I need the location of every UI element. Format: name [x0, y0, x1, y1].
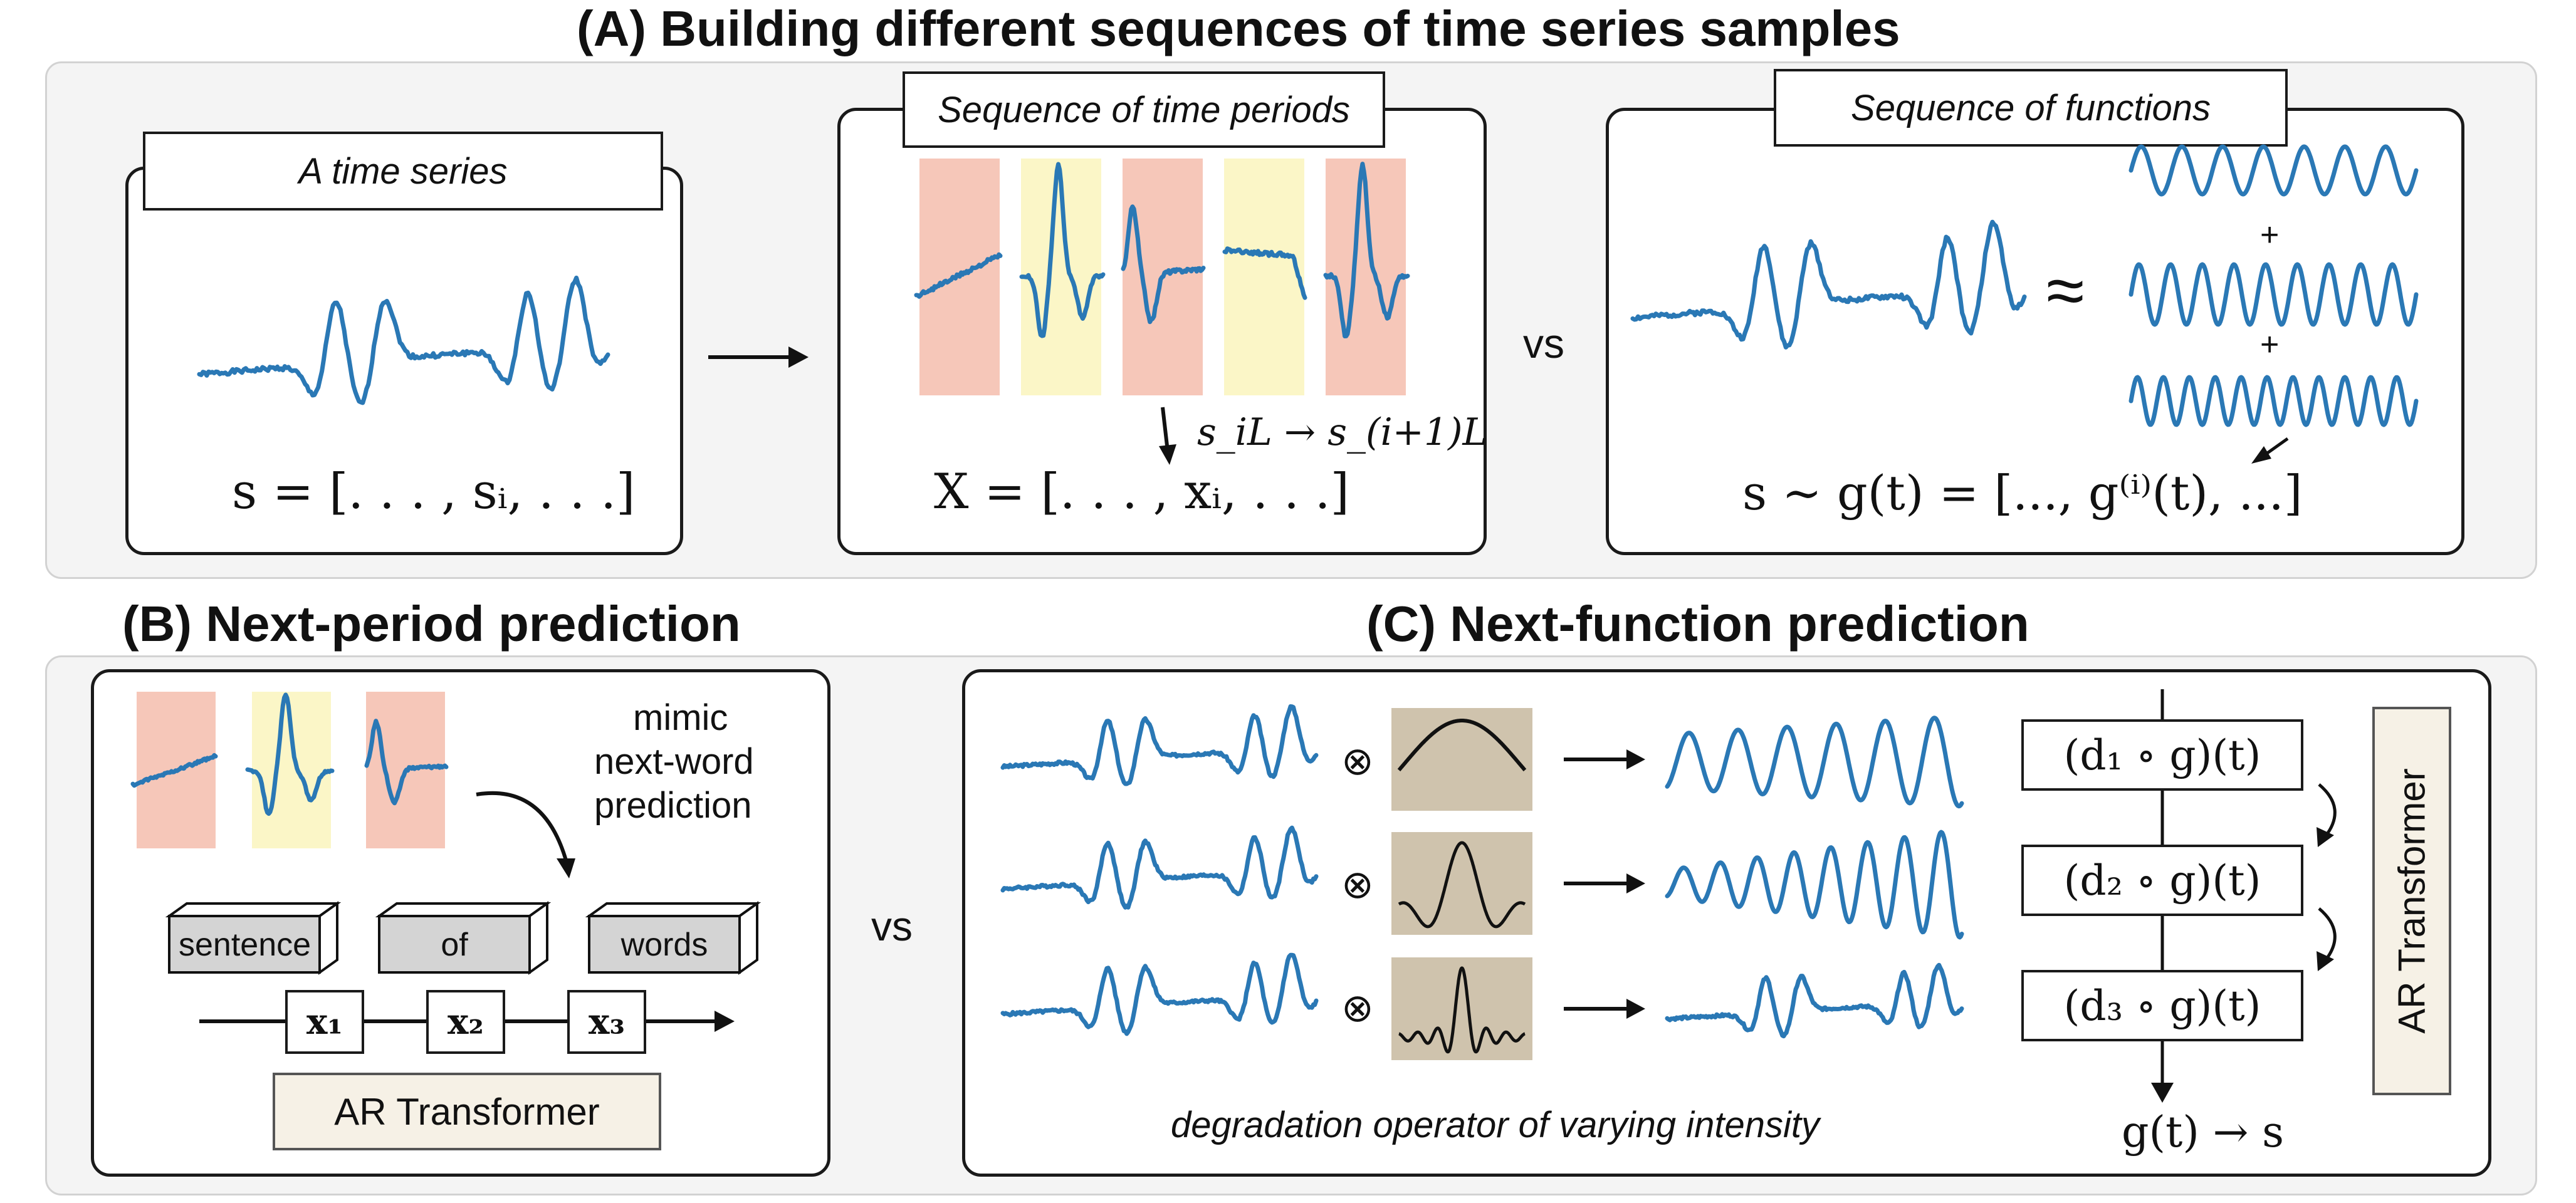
time-series-signal [197, 275, 610, 405]
plus-symbol-1: + [2260, 217, 2280, 253]
b-signal-1 [130, 753, 218, 788]
periods-formula: X = [. . . , xᵢ, . . .] [934, 464, 1349, 520]
functions-label: Sequence of functions [1774, 69, 2288, 147]
functions-box [1606, 108, 2464, 555]
c-output-signal-2 [1665, 830, 1964, 940]
kernel-curve-2 [1398, 841, 1526, 929]
mimic-line-3: prediction [594, 785, 752, 826]
otimes-1: ⊗ [1341, 740, 1374, 783]
title-section-a: (A) Building different sequences of time… [577, 1, 1900, 56]
degraded-function-1: (d₁ ∘ g)(t) [2021, 719, 2303, 791]
token-x1: x₁ [285, 990, 364, 1054]
time-periods-label: Sequence of time periods [903, 71, 1385, 148]
c-input-signal-1 [1000, 704, 1319, 786]
functions-signal [1630, 219, 2027, 350]
vs-label-a: vs [1523, 320, 1564, 367]
word-of: of [441, 927, 468, 963]
kernel-curve-1 [1397, 719, 1527, 772]
otimes-3: ⊗ [1341, 987, 1374, 1030]
word-sentence: sentence [179, 927, 312, 963]
vs-label-bc: vs [871, 903, 913, 949]
mimic-line-2: next-word [594, 741, 754, 782]
time-series-box [125, 167, 683, 555]
kernel-3 [1391, 957, 1532, 1060]
word-block-sentence [165, 901, 342, 975]
c-output-signal-3 [1665, 962, 1964, 1039]
period-signal-1 [914, 252, 1003, 299]
sine-component-2 [2128, 262, 2419, 327]
period-signal-2 [1019, 162, 1106, 338]
mimic-line-1: mimic [633, 697, 728, 738]
ar-transformer-c [2372, 707, 2451, 1095]
b-signal-2 [245, 692, 335, 816]
kernel-curve-3 [1398, 966, 1526, 1054]
sine-component-3 [2128, 375, 2419, 427]
functions-formula: s ∼ g(t) = [..., g⁽ⁱ⁾(t), ...] [1742, 465, 2303, 521]
b-signal-3 [364, 719, 449, 806]
period-signal-5 [1323, 162, 1410, 338]
approx-symbol: ≈ [2046, 252, 2085, 329]
c-input-signal-2 [1000, 825, 1319, 910]
output-formula: g(t) → s [2122, 1108, 2285, 1157]
title-section-b: (B) Next-period prediction [122, 596, 741, 652]
word-words: words [620, 927, 708, 963]
degradation-caption: degradation operator of varying intensit… [1171, 1105, 1819, 1145]
token-x2: x₂ [426, 990, 505, 1054]
period-highlight-4 [1224, 159, 1304, 395]
kernel-2 [1391, 832, 1532, 935]
time-series-formula: s = [. . . , sᵢ, . . .] [232, 464, 636, 520]
period-signal-4 [1222, 246, 1307, 300]
period-signal-3 [1121, 204, 1206, 325]
title-section-c: (C) Next-function prediction [1366, 596, 2029, 652]
ar-transformer-b: AR Transformer [273, 1073, 661, 1150]
c-output-signal-1 [1665, 716, 1964, 809]
token-x3: x₃ [567, 990, 646, 1054]
c-input-signal-3 [1000, 952, 1319, 1036]
degraded-function-2: (d₂ ∘ g)(t) [2021, 845, 2303, 916]
word-block-of [375, 901, 552, 975]
degraded-function-3: (d₃ ∘ g)(t) [2021, 970, 2303, 1041]
sine-component-1 [2128, 144, 2419, 197]
otimes-2: ⊗ [1341, 863, 1374, 907]
word-block-words [585, 901, 762, 975]
ar-transformer-c-label: AR Transformer [2390, 768, 2433, 1034]
kernel-1 [1391, 708, 1532, 811]
plus-symbol-2: + [2260, 326, 2280, 363]
period-transition: s_iL → s_(i+1)L [1197, 410, 1488, 454]
time-series-label: A time series [143, 132, 663, 211]
